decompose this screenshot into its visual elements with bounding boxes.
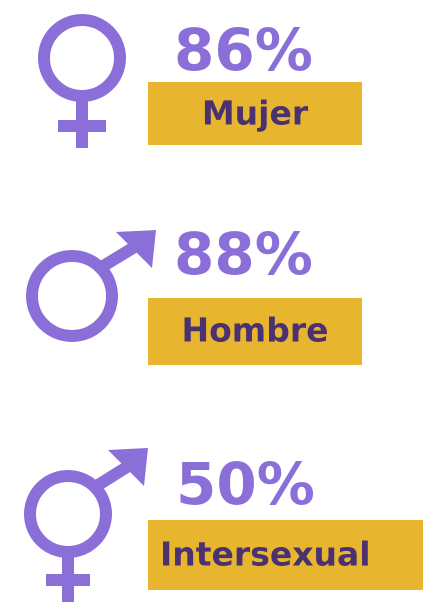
icon-circle: [24, 470, 112, 558]
icon-arrow-head: [116, 230, 156, 268]
icon-arrow-head: [108, 448, 148, 486]
percent: 86%: [174, 16, 313, 84]
label: Intersexual: [160, 535, 371, 574]
label-box: [148, 520, 423, 590]
percent: 50%: [176, 450, 315, 518]
intersex-icon: [24, 448, 148, 602]
percent: 88%: [174, 220, 313, 288]
label-box: [148, 298, 362, 365]
icon-circle: [38, 14, 126, 102]
label-box: [148, 82, 362, 145]
icon-circle: [26, 250, 118, 342]
label: Hombre: [182, 311, 329, 350]
female-icon: [38, 14, 126, 148]
label: Mujer: [202, 94, 309, 133]
male-icon: [26, 230, 156, 342]
